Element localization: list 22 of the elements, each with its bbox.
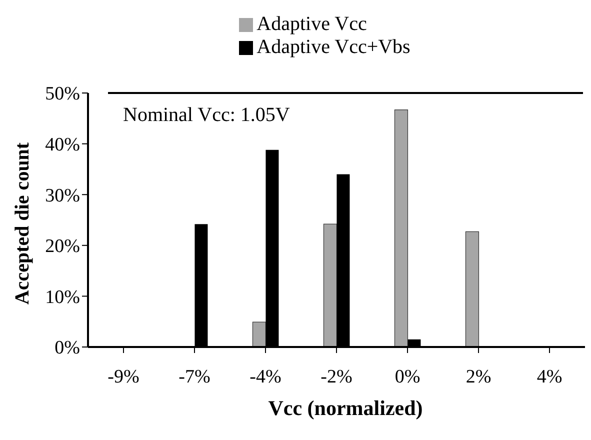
x-tick-label: -9%: [108, 366, 140, 388]
x-tick-label: -7%: [178, 366, 210, 388]
x-tick-label: -2%: [320, 366, 352, 388]
annotation: Nominal Vcc: 1.05V: [123, 104, 290, 127]
x-tick-label: -4%: [250, 366, 282, 388]
bar: [252, 322, 266, 347]
y-tick-label: 50%: [45, 84, 80, 105]
x-axis-title: Vcc (normalized): [267, 396, 424, 421]
y-tick-label: 10%: [45, 286, 80, 308]
y-axis-title: Accepted die count: [12, 142, 34, 304]
x-tick-label: 2%: [466, 366, 492, 388]
y-tick-label: 30%: [45, 185, 80, 206]
y-tick-label: 0%: [54, 338, 80, 359]
bar: [394, 109, 408, 347]
x-tick-label: 0%: [394, 366, 420, 388]
legend-label: Adaptive Vcc: [256, 13, 367, 35]
x-tick-label: 4%: [536, 366, 562, 388]
y-tick-label: 40%: [45, 134, 80, 156]
y-tick-label: 20%: [45, 236, 80, 258]
bar: [465, 231, 480, 347]
bar: [323, 224, 338, 347]
legend-label: Adaptive Vcc+Vbs: [256, 36, 410, 58]
